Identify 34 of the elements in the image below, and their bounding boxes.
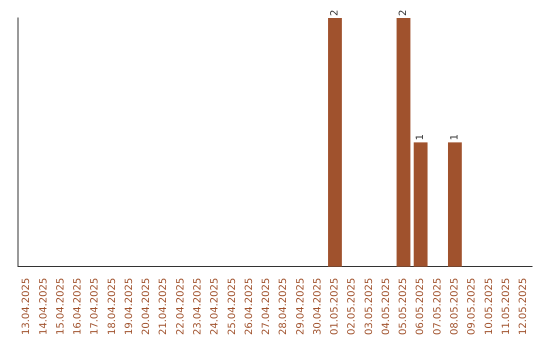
x-tick-label: 24.04.2025	[210, 278, 221, 336]
x-tick-label: 18.04.2025	[106, 278, 118, 336]
x-tick-label: 05.05.2025	[398, 278, 410, 336]
x-tick-label: 12.05.2025	[518, 278, 530, 336]
data-label: 1	[449, 134, 460, 140]
x-tick-label: 28.04.2025	[278, 278, 290, 336]
x-tick-label: 17.04.2025	[90, 278, 101, 336]
x-tick-label: 04.05.2025	[380, 278, 392, 336]
x-tick-label: 10.05.2025	[484, 278, 495, 336]
x-tick-label: 11.05.2025	[500, 278, 512, 336]
x-tick-label: 01.05.2025	[330, 278, 341, 336]
x-tick-label: 26.04.2025	[244, 278, 255, 336]
x-tick-label: 13.04.2025	[21, 278, 32, 336]
x-tick-label: 02.05.2025	[346, 278, 358, 336]
x-tick-label: 25.04.2025	[226, 278, 238, 336]
data-label: 2	[330, 10, 341, 16]
x-tick-label: 16.04.2025	[72, 278, 84, 336]
x-tick-label: 30.04.2025	[312, 278, 324, 336]
x-tick-label: 06.05.2025	[415, 278, 426, 336]
x-tick-label: 27.04.2025	[261, 278, 272, 336]
x-tick-label: 07.05.2025	[432, 278, 444, 336]
x-tick-label: 22.04.2025	[175, 278, 186, 336]
data-label: 1	[415, 134, 426, 140]
x-tick-label: 15.04.2025	[55, 278, 66, 336]
data-label: 2	[398, 10, 410, 16]
x-tick-label: 09.05.2025	[466, 278, 478, 336]
x-tick-label: 19.04.2025	[124, 278, 135, 336]
x-tick-label: 23.04.2025	[192, 278, 204, 336]
x-tick-label: 20.04.2025	[141, 278, 152, 336]
x-tick-label: 14.04.2025	[38, 278, 50, 336]
x-tick-label: 29.04.2025	[295, 278, 306, 336]
x-tick-label: 21.04.2025	[158, 278, 170, 336]
x-tick-label: 03.05.2025	[364, 278, 375, 336]
x-tick-label: 08.05.2025	[449, 278, 460, 336]
